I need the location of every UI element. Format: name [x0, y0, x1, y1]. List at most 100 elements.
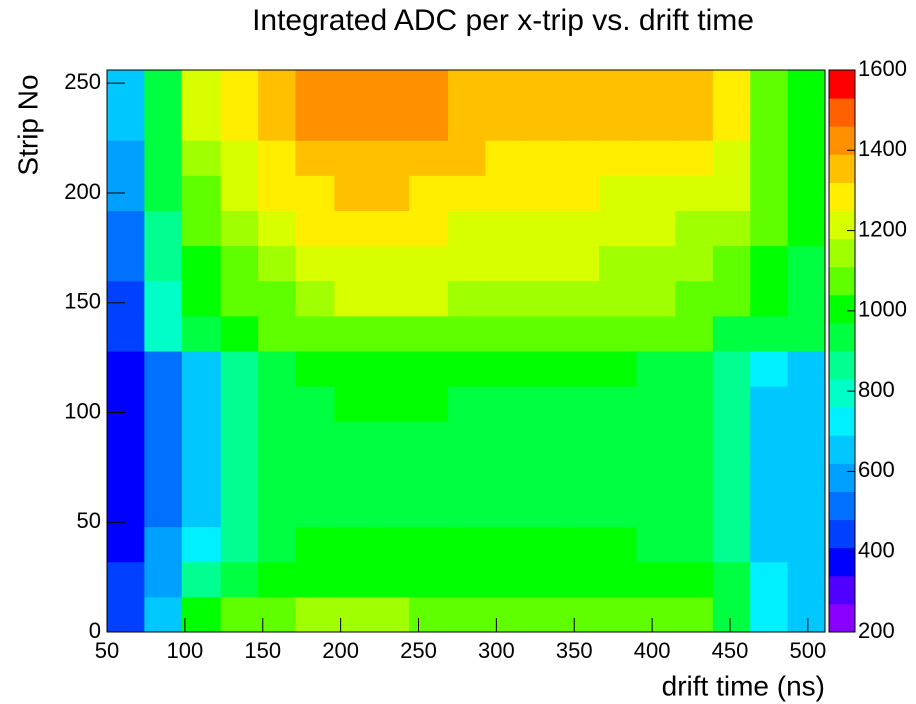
heat-cell	[334, 140, 373, 176]
heat-cell	[599, 315, 638, 352]
heat-cell	[485, 210, 524, 247]
y-tick-label: 50	[77, 508, 101, 533]
colorbar-swatch	[829, 266, 855, 296]
heat-cell	[750, 140, 789, 176]
heat-cell	[448, 280, 486, 317]
heat-cell	[144, 386, 183, 422]
heat-cell	[220, 561, 259, 598]
heat-cell	[485, 175, 524, 211]
heat-cell	[675, 175, 714, 211]
heat-cell	[448, 105, 486, 141]
heat-cell	[750, 596, 789, 633]
heat-cell	[295, 421, 335, 457]
heat-cell	[409, 140, 449, 176]
heat-cell	[220, 491, 259, 528]
heat-cell	[787, 245, 826, 282]
heat-cell	[144, 210, 183, 247]
heat-cell	[485, 386, 524, 422]
x-tick-label: 250	[400, 638, 437, 663]
colorbar-swatch	[829, 407, 855, 436]
heat-cell	[371, 70, 410, 106]
heat-cell	[599, 280, 638, 317]
heat-cell	[675, 526, 714, 563]
heat-cell	[787, 561, 826, 598]
heat-cell	[675, 386, 714, 422]
heat-cell	[220, 175, 259, 211]
heat-cell	[220, 596, 259, 633]
heat-cell	[787, 596, 826, 633]
heat-cell	[599, 526, 638, 563]
heat-cell	[107, 140, 145, 176]
heat-cell	[181, 105, 222, 141]
heat-cell	[485, 421, 524, 457]
heat-cell	[371, 561, 410, 598]
heat-cell	[787, 491, 826, 528]
heat-cell	[107, 491, 145, 528]
heat-cell	[750, 561, 789, 598]
plot-frame	[106, 69, 826, 633]
heat-cell	[258, 456, 296, 492]
heat-cell	[712, 386, 751, 422]
heat-cell	[599, 245, 638, 282]
colorbar-swatch	[829, 98, 855, 127]
heat-cell	[787, 105, 826, 141]
heat-cell	[675, 561, 714, 598]
heat-cell	[675, 315, 714, 352]
heat-cell	[371, 351, 410, 387]
heat-cell	[220, 456, 259, 492]
heat-cell	[409, 596, 449, 633]
heat-cell	[787, 456, 826, 492]
heat-cell	[448, 70, 486, 106]
heat-cell	[295, 561, 335, 598]
heat-cell	[409, 561, 449, 598]
heat-cell	[181, 245, 222, 282]
heat-cell	[522, 175, 563, 211]
heat-cell	[675, 245, 714, 282]
z-tick-label: 1000	[858, 297, 907, 322]
heat-cell	[107, 596, 145, 633]
heat-cell	[144, 491, 183, 528]
heat-cell	[636, 175, 676, 211]
heat-cell	[181, 421, 222, 457]
heat-cell	[636, 561, 676, 598]
y-tick-label: 150	[64, 289, 101, 314]
heat-cell	[561, 315, 600, 352]
heat-cell	[107, 210, 145, 247]
heat-cell	[409, 491, 449, 528]
heat-cell	[258, 491, 296, 528]
heat-cell	[636, 140, 676, 176]
heat-cell	[181, 70, 222, 106]
heat-cell	[334, 315, 373, 352]
heat-cell	[334, 351, 373, 387]
z-tick-label: 600	[858, 457, 895, 482]
x-tick-label: 200	[322, 638, 359, 663]
heat-cell	[522, 456, 563, 492]
heat-cell	[636, 351, 676, 387]
colorbar-swatch	[829, 182, 855, 211]
heat-cell	[561, 561, 600, 598]
heat-cell	[181, 456, 222, 492]
heat-cell	[522, 386, 563, 422]
heat-cell	[220, 421, 259, 457]
heat-cell	[636, 280, 676, 317]
heat-cell	[485, 456, 524, 492]
heat-cell	[334, 175, 373, 211]
heat-cell	[787, 70, 826, 106]
heat-cell	[485, 245, 524, 282]
x-tick-label: 150	[244, 638, 281, 663]
heat-cell	[448, 561, 486, 598]
heat-cell	[181, 140, 222, 176]
heat-cell	[712, 526, 751, 563]
heat-cell	[636, 456, 676, 492]
heat-cell	[409, 351, 449, 387]
heat-cell	[295, 280, 335, 317]
heat-cell	[485, 70, 524, 106]
heat-cell	[295, 245, 335, 282]
y-tick-label: 100	[64, 398, 101, 423]
heat-cell	[787, 140, 826, 176]
heat-cell	[636, 210, 676, 247]
heat-cell	[409, 421, 449, 457]
heat-cell	[485, 526, 524, 563]
heat-cell	[107, 456, 145, 492]
heat-cell	[750, 175, 789, 211]
